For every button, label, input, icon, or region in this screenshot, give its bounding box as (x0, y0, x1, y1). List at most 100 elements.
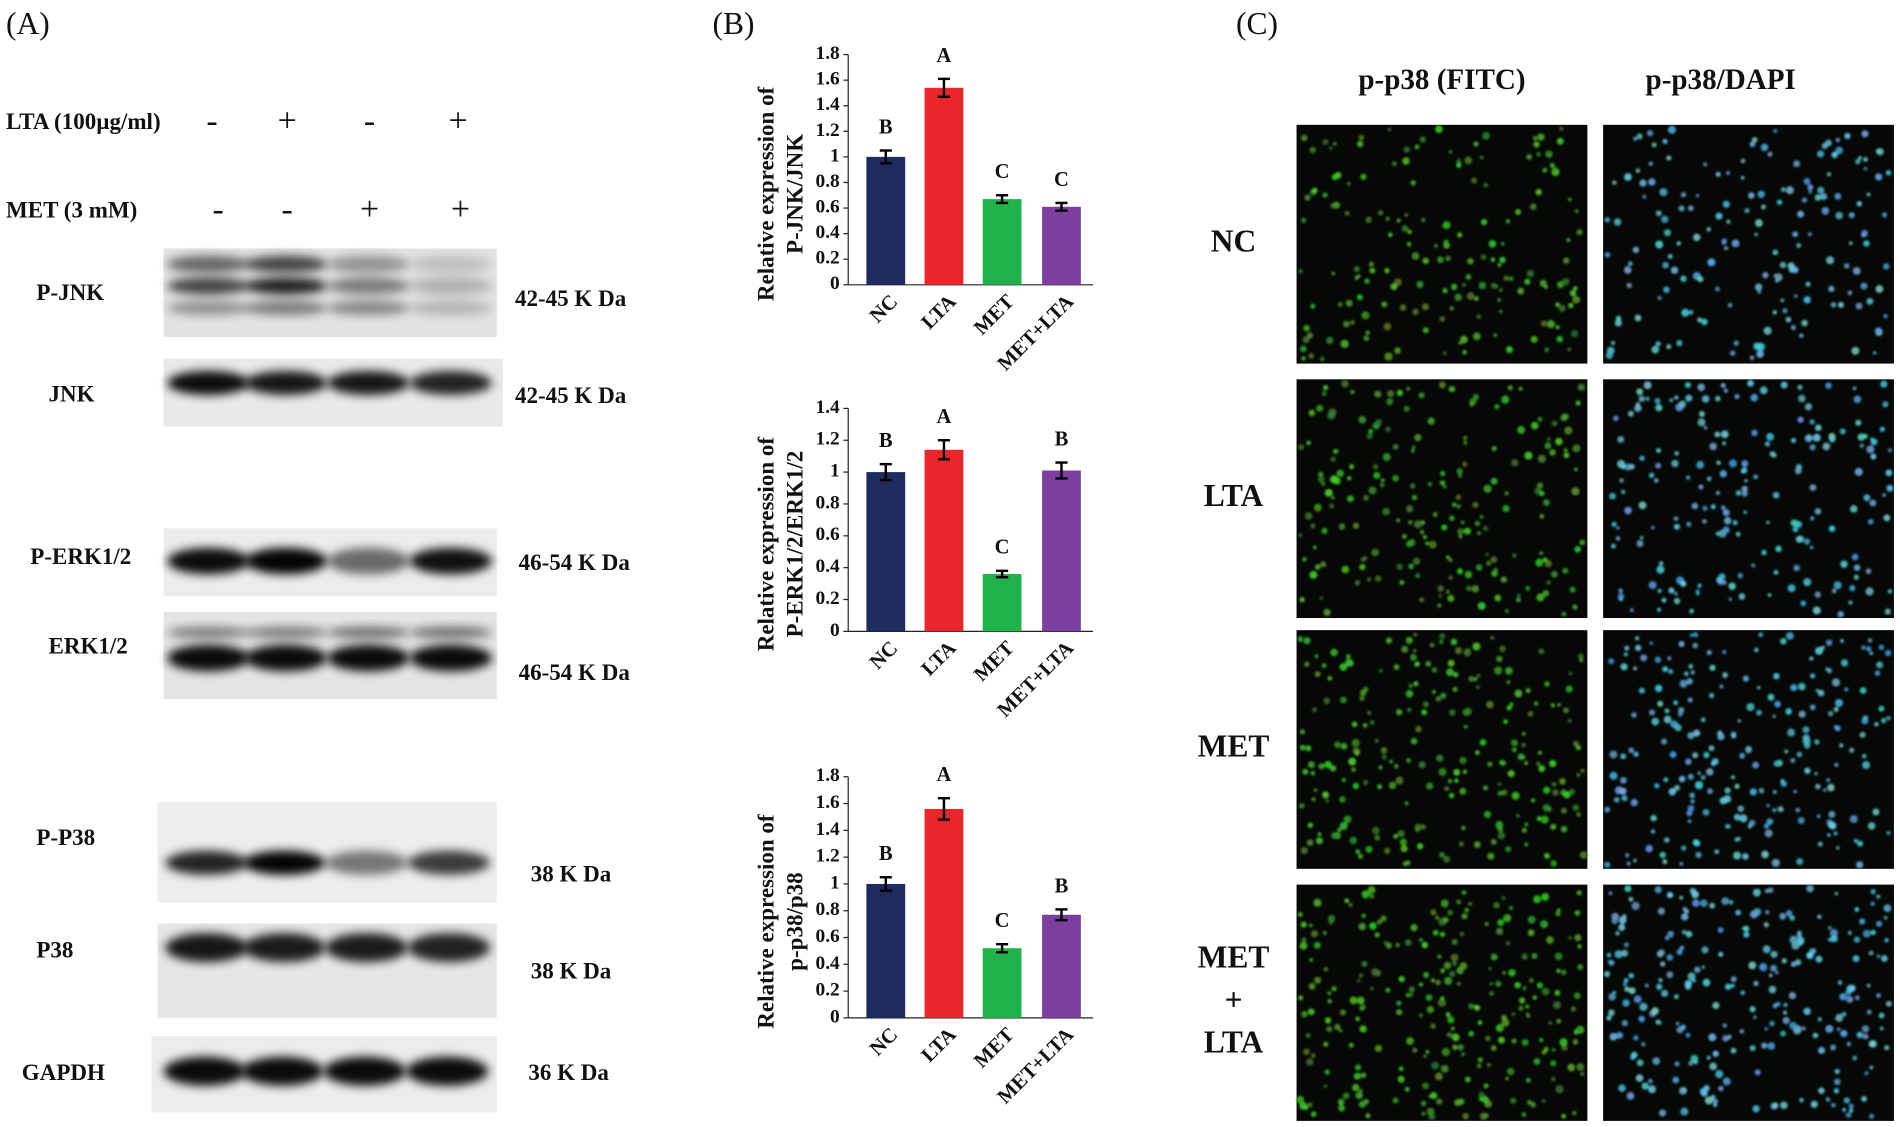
cell (1452, 671, 1459, 678)
cell (1459, 756, 1467, 765)
cell (1338, 523, 1346, 530)
cell (1356, 996, 1365, 1005)
x-tick-label: MET (970, 637, 1019, 686)
cell (1780, 637, 1787, 645)
cell (1385, 942, 1393, 949)
cell (1480, 218, 1488, 226)
cell (1785, 909, 1793, 917)
cell (1313, 941, 1321, 949)
cell (1375, 738, 1379, 743)
cell (1533, 141, 1540, 148)
cell (1317, 475, 1325, 483)
cell (1669, 398, 1674, 403)
cell (1331, 986, 1337, 992)
cell (1654, 656, 1662, 664)
cell (1763, 922, 1770, 928)
cell (1537, 133, 1545, 141)
cell (1767, 593, 1772, 597)
cell (1863, 166, 1868, 171)
cell (1422, 327, 1429, 334)
cell (1327, 675, 1333, 681)
cell (1803, 578, 1812, 587)
cell (1782, 1016, 1790, 1025)
cell (1826, 833, 1831, 837)
cell (1521, 742, 1526, 748)
cell (1437, 603, 1442, 608)
cell (1508, 969, 1516, 977)
cell (1310, 1111, 1317, 1117)
cell (1380, 747, 1388, 754)
cell (1521, 827, 1528, 833)
cell (1313, 788, 1318, 793)
cell (1817, 914, 1822, 919)
cell (1339, 663, 1348, 671)
cell (1522, 986, 1527, 990)
cell (1550, 570, 1558, 578)
cell (1695, 589, 1700, 593)
cell (1814, 591, 1821, 598)
y-tick-label: 0.8 (816, 171, 841, 192)
cell (1835, 146, 1843, 155)
cell (1387, 390, 1395, 398)
cell (1490, 1045, 1497, 1052)
cell (1475, 685, 1480, 690)
cell (1685, 394, 1693, 402)
y-tick-label: 0.2 (816, 588, 840, 609)
cell (1820, 193, 1828, 201)
cell (1371, 548, 1380, 557)
cell (1674, 451, 1679, 456)
cell (1396, 563, 1403, 570)
cell (1462, 769, 1468, 774)
y-tick-label: 1.6 (816, 69, 841, 90)
cell (1620, 753, 1627, 760)
cell (1535, 188, 1543, 196)
cell (1572, 604, 1578, 610)
cell (1779, 261, 1787, 269)
cell (1306, 440, 1311, 446)
cell (1551, 1076, 1556, 1082)
cell (1506, 680, 1511, 685)
cell (1745, 746, 1753, 754)
cell (1532, 136, 1538, 141)
cell (1613, 797, 1620, 803)
cell (1711, 758, 1719, 766)
cell (1621, 795, 1628, 802)
cell (1827, 710, 1834, 717)
cell (1392, 474, 1399, 482)
cell (1666, 155, 1672, 161)
cell (1834, 698, 1844, 708)
cell (1834, 725, 1841, 732)
cell (1647, 1085, 1657, 1094)
y-tick-label: 0.4 (816, 222, 841, 243)
cell (1406, 505, 1414, 513)
cell (1680, 191, 1687, 198)
cell (1830, 935, 1838, 943)
cell (1678, 205, 1685, 212)
cell (1313, 503, 1322, 512)
cell (1451, 502, 1457, 508)
bar (982, 199, 1022, 285)
cell (1482, 525, 1489, 531)
cell (1501, 789, 1508, 796)
cell (1381, 754, 1387, 760)
y-axis-label: Relative expression of (753, 86, 779, 301)
cell (1632, 246, 1640, 254)
cell (1539, 513, 1545, 519)
cell (1404, 1087, 1410, 1092)
cell (1733, 813, 1741, 821)
cell (1828, 525, 1836, 533)
cell (1343, 320, 1350, 328)
cell (1326, 1025, 1333, 1033)
cell (1503, 719, 1508, 724)
cell (1425, 541, 1430, 546)
cell (1469, 401, 1474, 407)
cell (1560, 825, 1568, 833)
cell (1396, 1000, 1402, 1006)
cell (1560, 807, 1567, 814)
cell (1574, 209, 1579, 214)
cell (1854, 907, 1860, 912)
cell (1495, 927, 1504, 936)
cell (1737, 805, 1745, 813)
cell (1694, 781, 1704, 790)
cell (1573, 992, 1581, 1000)
